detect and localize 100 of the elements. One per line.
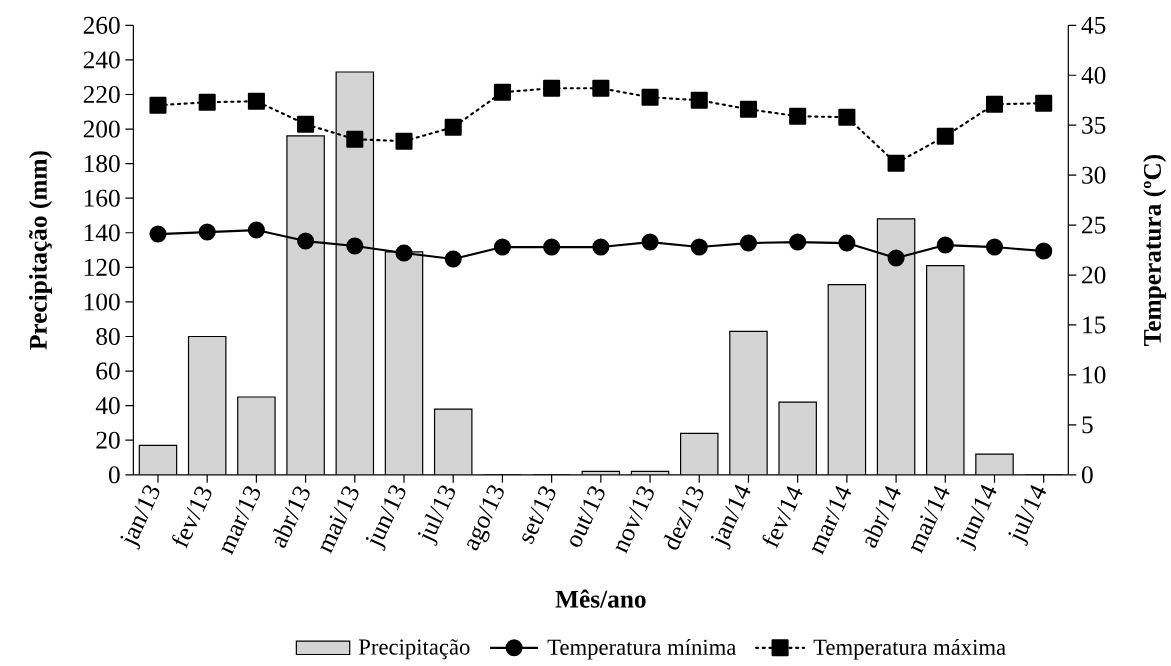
- point: [789, 233, 807, 251]
- y2-tick-label: 35: [1082, 116, 1106, 134]
- point: [543, 238, 561, 256]
- bar: [336, 71, 374, 475]
- y2-tick-label: 15: [1083, 316, 1106, 334]
- point: [247, 92, 265, 110]
- point: [297, 232, 315, 250]
- y2-tick-label: 25: [1082, 216, 1106, 234]
- point: [247, 221, 265, 239]
- x-tick-label: fev/13: [172, 486, 212, 549]
- x-tick-label: set/13: [522, 486, 556, 545]
- point: [789, 107, 807, 125]
- y2-tick-label: 20: [1082, 266, 1106, 284]
- point: [149, 96, 167, 114]
- y2-tick-label: 45: [1081, 16, 1106, 34]
- y-tick-label: 160: [84, 189, 120, 207]
- x-tick-label: mar/14: [811, 485, 852, 556]
- point: [838, 234, 856, 252]
- point: [395, 244, 413, 262]
- point: [690, 238, 708, 256]
- y-tick-label: 0: [108, 466, 120, 484]
- x-tick-label: jun/13: [365, 485, 406, 551]
- x-tick-label: jul/14: [1008, 484, 1047, 546]
- point: [1035, 242, 1053, 260]
- x-tick-label: jan/14: [711, 484, 751, 550]
- legend-label: Temperatura máxima: [813, 638, 1006, 660]
- point: [149, 225, 167, 243]
- bar: [385, 251, 423, 475]
- bar: [188, 336, 226, 475]
- y-tick-label: 120: [84, 258, 120, 276]
- y2-tick-label: 0: [1081, 466, 1093, 484]
- bar: [680, 433, 718, 475]
- x-tick-label: out/13: [570, 486, 605, 547]
- point: [444, 118, 462, 136]
- bar: [926, 265, 964, 475]
- y2-tick-label: 5: [1082, 416, 1093, 434]
- point: [444, 250, 462, 268]
- y2-tick-label: 10: [1083, 366, 1106, 384]
- y-tick-label: 200: [83, 120, 120, 138]
- y-axis-title: Precipitação (mm): [28, 151, 53, 350]
- x-axis-title: Mês/ano: [555, 589, 646, 608]
- x-tick-label: jul/13: [417, 485, 455, 546]
- point: [641, 88, 659, 106]
- y-tick-label: 80: [96, 327, 120, 345]
- x-tick-label: jan/13: [120, 485, 160, 550]
- point: [887, 154, 905, 172]
- bar: [828, 284, 866, 475]
- legend-label: Temperatura mínima: [547, 638, 737, 660]
- point: [493, 83, 511, 101]
- x-tick-label: fev/14: [762, 486, 803, 549]
- point: [838, 108, 856, 126]
- point: [346, 237, 364, 255]
- point: [936, 127, 954, 145]
- x-tick-label: abr/14: [863, 486, 901, 548]
- point: [936, 236, 954, 254]
- x-tick-label: jun/14: [956, 484, 997, 551]
- bar: [877, 218, 915, 475]
- point: [543, 79, 561, 97]
- point: [739, 234, 757, 252]
- point: [297, 115, 315, 133]
- point: [592, 238, 610, 256]
- x-tick-label: mai/13: [320, 486, 359, 554]
- y-tick-label: 260: [83, 16, 120, 34]
- y-tick-label: 20: [96, 431, 120, 449]
- bar: [779, 402, 817, 475]
- point: [887, 249, 905, 267]
- point: [985, 95, 1004, 113]
- point: [641, 233, 659, 251]
- bar: [237, 396, 276, 475]
- x-tick-label: mar/13: [221, 486, 261, 556]
- y-tick-label: 140: [84, 224, 120, 242]
- point: [739, 100, 757, 118]
- point: [346, 130, 364, 148]
- y-tick-label: 240: [83, 51, 120, 69]
- y2-axis-title: Temperatura (ºC): [1143, 154, 1167, 346]
- point: [1035, 94, 1053, 112]
- point: [985, 238, 1004, 256]
- x-tick-label: nov/13: [615, 486, 654, 554]
- x-tick-label: mai/14: [910, 485, 950, 554]
- point: [198, 93, 216, 111]
- point: [592, 79, 610, 97]
- y-tick-label: 100: [84, 293, 120, 311]
- bar: [139, 445, 177, 475]
- x-tick-label: abr/13: [272, 486, 310, 548]
- point: [493, 238, 511, 256]
- bar: [729, 331, 768, 475]
- point: [198, 223, 216, 241]
- legend-label: Precipitação: [358, 639, 470, 660]
- y-tick-label: 40: [95, 397, 120, 415]
- y-tick-label: 60: [96, 362, 120, 380]
- x-tick-label: dez/13: [663, 486, 704, 550]
- bar: [286, 135, 325, 475]
- y2-tick-label: 40: [1081, 66, 1106, 84]
- point: [690, 91, 708, 109]
- point: [395, 132, 413, 150]
- y-tick-label: 220: [83, 85, 120, 103]
- bar: [434, 409, 472, 475]
- bar: [975, 453, 1014, 475]
- x-tick-label: ago/13: [466, 485, 504, 551]
- y2-tick-label: 30: [1082, 166, 1106, 184]
